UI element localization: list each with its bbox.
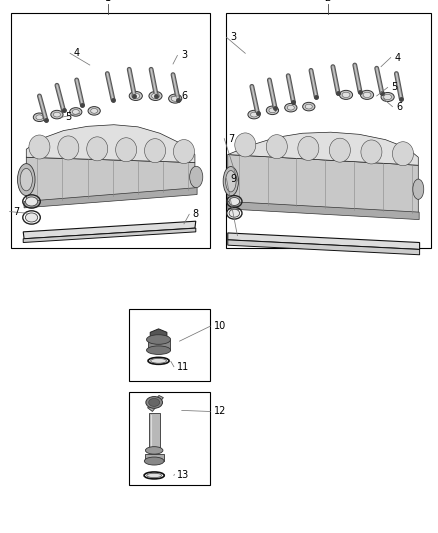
Text: 9: 9 (230, 174, 236, 183)
Polygon shape (228, 240, 420, 255)
Text: 13: 13 (177, 471, 190, 480)
Ellipse shape (70, 108, 82, 116)
Ellipse shape (229, 197, 240, 205)
Ellipse shape (129, 92, 142, 100)
Text: 4: 4 (74, 49, 80, 58)
Ellipse shape (235, 133, 256, 157)
Ellipse shape (342, 92, 350, 98)
Ellipse shape (58, 136, 79, 160)
Ellipse shape (149, 92, 162, 100)
Ellipse shape (173, 140, 194, 164)
Polygon shape (145, 454, 164, 461)
Ellipse shape (87, 137, 108, 161)
Ellipse shape (91, 108, 98, 114)
Polygon shape (26, 125, 195, 163)
Polygon shape (228, 201, 419, 220)
Ellipse shape (305, 104, 312, 109)
Ellipse shape (251, 112, 258, 117)
Polygon shape (228, 233, 420, 249)
Ellipse shape (147, 473, 162, 478)
Ellipse shape (18, 164, 35, 196)
Text: 5: 5 (65, 112, 71, 122)
Bar (129, 392, 210, 485)
Ellipse shape (145, 447, 163, 454)
Ellipse shape (361, 140, 382, 164)
Ellipse shape (146, 397, 162, 408)
Ellipse shape (146, 335, 170, 344)
Ellipse shape (29, 135, 50, 159)
Text: 4: 4 (394, 53, 400, 62)
Polygon shape (26, 157, 195, 203)
Ellipse shape (248, 110, 260, 119)
Text: 3: 3 (181, 51, 187, 60)
Ellipse shape (144, 457, 164, 465)
Ellipse shape (88, 107, 100, 115)
Text: 3: 3 (230, 33, 236, 42)
Ellipse shape (392, 142, 413, 166)
Ellipse shape (226, 171, 236, 192)
Text: 5: 5 (391, 83, 397, 92)
Ellipse shape (51, 110, 63, 119)
Polygon shape (23, 221, 196, 239)
Ellipse shape (269, 108, 276, 112)
Text: 10: 10 (214, 321, 226, 331)
Polygon shape (24, 188, 197, 208)
Ellipse shape (266, 135, 287, 159)
Ellipse shape (72, 110, 79, 115)
Text: 8: 8 (193, 209, 199, 219)
Ellipse shape (33, 113, 46, 122)
Ellipse shape (146, 346, 170, 354)
Text: 7: 7 (13, 207, 19, 216)
Text: 12: 12 (214, 407, 226, 416)
Text: 7: 7 (228, 134, 234, 143)
Ellipse shape (152, 93, 159, 99)
Ellipse shape (190, 166, 203, 188)
Ellipse shape (298, 136, 319, 160)
Ellipse shape (285, 103, 297, 112)
Polygon shape (228, 155, 418, 213)
Ellipse shape (171, 96, 179, 101)
Bar (129, 309, 210, 381)
Ellipse shape (339, 90, 353, 100)
Text: 6: 6 (396, 102, 402, 111)
Ellipse shape (266, 106, 279, 115)
Polygon shape (148, 395, 163, 411)
Ellipse shape (116, 138, 137, 161)
Ellipse shape (145, 139, 166, 163)
Text: 2: 2 (325, 0, 331, 3)
Ellipse shape (53, 112, 60, 117)
Polygon shape (149, 413, 160, 450)
Ellipse shape (25, 197, 38, 206)
Ellipse shape (223, 166, 238, 196)
Ellipse shape (413, 179, 424, 199)
Ellipse shape (363, 92, 371, 98)
Ellipse shape (287, 106, 294, 110)
Ellipse shape (36, 115, 43, 120)
Ellipse shape (229, 209, 240, 217)
Bar (11, 13, 210, 248)
Ellipse shape (20, 168, 32, 191)
Text: 1: 1 (105, 0, 111, 3)
Ellipse shape (25, 213, 38, 222)
Polygon shape (148, 340, 170, 350)
Ellipse shape (148, 399, 159, 406)
Ellipse shape (132, 93, 140, 99)
Text: 11: 11 (177, 362, 190, 372)
Text: 6: 6 (181, 91, 187, 101)
Polygon shape (23, 228, 196, 243)
Polygon shape (228, 132, 418, 165)
Ellipse shape (169, 94, 182, 103)
Polygon shape (150, 329, 167, 343)
Ellipse shape (360, 90, 374, 100)
Ellipse shape (303, 102, 315, 111)
Ellipse shape (329, 138, 350, 162)
Ellipse shape (384, 94, 392, 100)
Bar (226, 13, 431, 248)
Ellipse shape (151, 359, 166, 364)
Ellipse shape (381, 93, 394, 102)
